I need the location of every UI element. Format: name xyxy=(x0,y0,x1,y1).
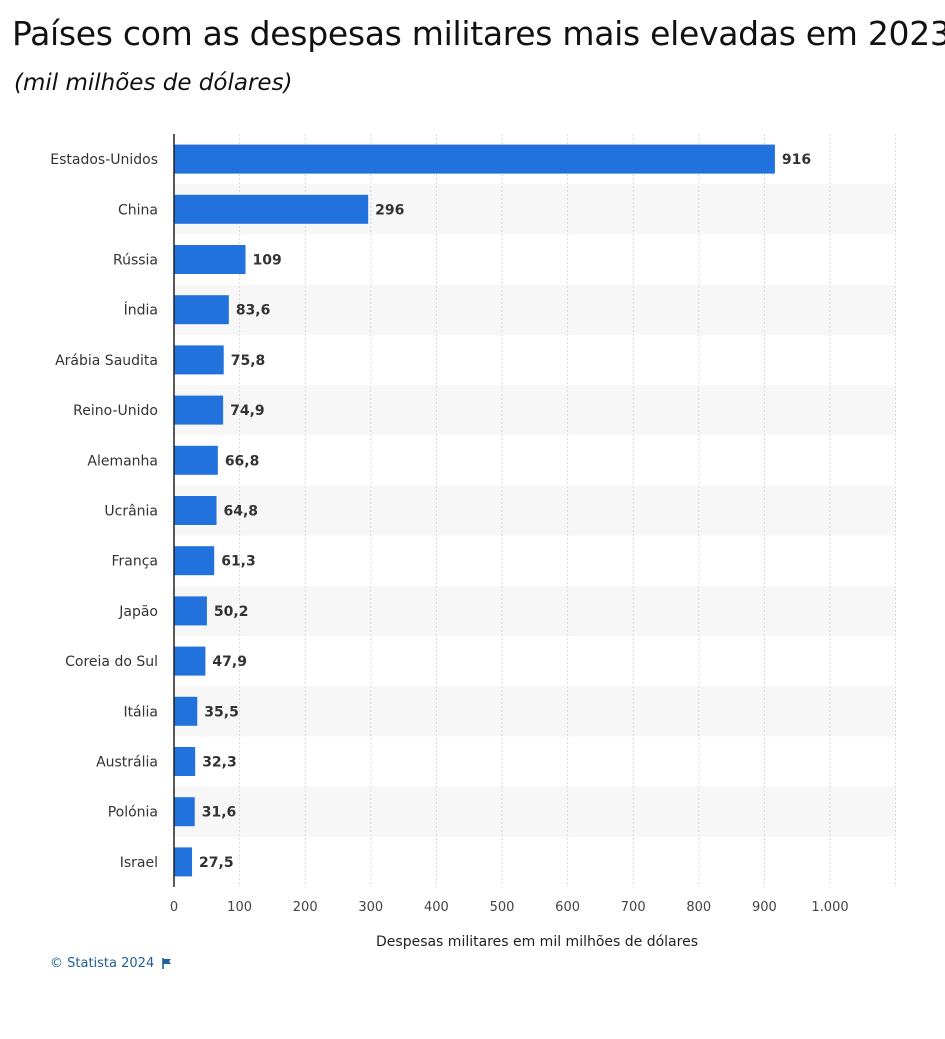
value-label: 31,6 xyxy=(202,805,237,821)
x-axis-title: Despesas militares em mil milhões de dól… xyxy=(376,934,698,950)
row-band xyxy=(174,285,896,335)
category-label: Alemanha xyxy=(87,453,158,469)
category-label: Arábia Saudita xyxy=(55,353,158,369)
bar xyxy=(174,496,217,525)
bar xyxy=(174,847,192,876)
value-label: 916 xyxy=(782,152,811,168)
x-tick-label: 700 xyxy=(621,900,646,915)
category-label: Reino-Unido xyxy=(73,403,158,419)
bar xyxy=(174,195,368,224)
flag-icon[interactable] xyxy=(162,958,172,969)
value-label: 32,3 xyxy=(202,755,237,771)
category-label: França xyxy=(111,554,158,570)
bar xyxy=(174,446,218,475)
value-label: 50,2 xyxy=(214,604,249,620)
row-band xyxy=(174,485,896,535)
value-label: 64,8 xyxy=(224,504,259,520)
value-label: 61,3 xyxy=(221,554,256,570)
category-label: China xyxy=(118,202,158,218)
bar xyxy=(174,145,775,174)
value-label: 47,9 xyxy=(212,654,247,670)
category-label: Japão xyxy=(118,604,158,620)
bar xyxy=(174,596,207,625)
x-tick-label: 100 xyxy=(227,900,252,915)
value-label: 74,9 xyxy=(230,403,265,419)
bar xyxy=(174,697,197,726)
category-label: Austrália xyxy=(96,755,158,771)
x-tick-label: 0 xyxy=(170,900,178,915)
bar-chart: 0 100 200 300 400 500 600 700 800 900 1.000 Estados… xyxy=(0,0,945,1039)
x-tick-label: 500 xyxy=(490,900,515,915)
bar xyxy=(174,295,229,324)
x-tick-label: 200 xyxy=(293,900,318,915)
x-tick-label: 400 xyxy=(424,900,449,915)
category-label: Itália xyxy=(123,704,158,720)
bar xyxy=(174,647,205,676)
category-label: Coreia do Sul xyxy=(65,654,158,670)
value-label: 296 xyxy=(375,202,404,218)
row-band xyxy=(174,686,896,736)
value-label: 83,6 xyxy=(236,303,271,319)
x-tick-label: 300 xyxy=(358,900,383,915)
value-label: 75,8 xyxy=(231,353,266,369)
row-band xyxy=(174,787,896,837)
category-label: Índia xyxy=(124,302,158,319)
category-label: Israel xyxy=(120,855,158,871)
credit-line[interactable]: © Statista 2024 xyxy=(50,956,172,971)
category-label: Polónia xyxy=(108,805,158,821)
bar xyxy=(174,747,195,776)
bar xyxy=(174,797,195,826)
x-tick-label: 800 xyxy=(686,900,711,915)
value-label: 35,5 xyxy=(204,704,239,720)
credit-text[interactable]: © Statista 2024 xyxy=(50,956,154,971)
row-band xyxy=(174,385,896,435)
row-band xyxy=(174,586,896,636)
bar xyxy=(174,245,246,274)
value-label: 66,8 xyxy=(225,453,260,469)
value-label: 109 xyxy=(253,253,282,269)
category-label: Estados-Unidos xyxy=(50,152,158,168)
x-tick-label: 1.000 xyxy=(811,900,848,915)
x-tick-label: 600 xyxy=(555,900,580,915)
bar xyxy=(174,396,223,425)
x-tick-label: 900 xyxy=(752,900,777,915)
category-label: Rússia xyxy=(113,253,158,269)
value-label: 27,5 xyxy=(199,855,234,871)
bar xyxy=(174,345,224,374)
category-label: Ucrânia xyxy=(104,504,158,520)
bar xyxy=(174,546,214,575)
